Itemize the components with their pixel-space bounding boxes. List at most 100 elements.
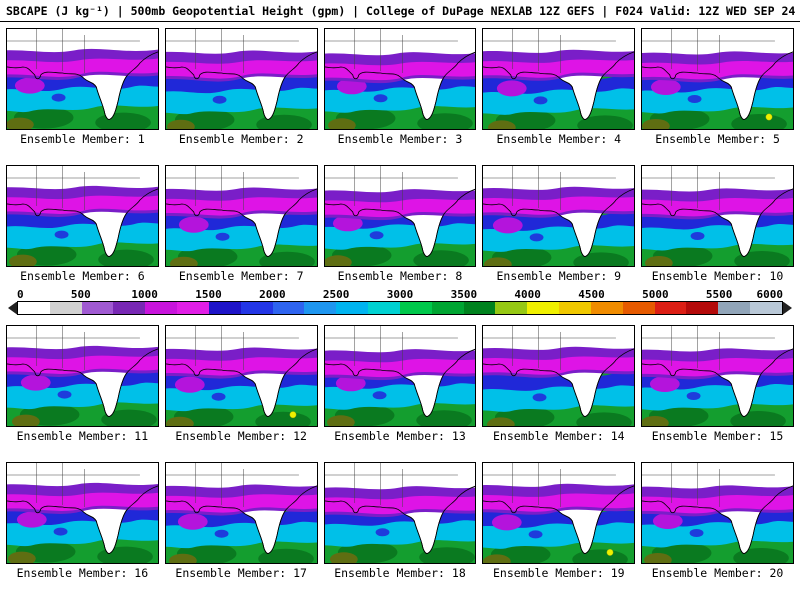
colorbar-segment	[559, 302, 591, 314]
colorbar-segment	[177, 302, 209, 314]
state-borders	[324, 166, 458, 210]
cape-field-coastal	[642, 485, 793, 517]
state-borders	[483, 463, 617, 507]
colorbar-segment	[304, 302, 337, 314]
colorbar-segment	[590, 302, 623, 314]
colorbar-tick: 3000	[386, 288, 414, 301]
map-caption: Ensemble Member: 13	[334, 429, 466, 443]
map-caption: Ensemble Member: 9	[496, 269, 622, 283]
ensemble-map	[482, 165, 636, 267]
colorbar-tick: 1500	[195, 288, 222, 301]
map-caption: Ensemble Member: 3	[337, 132, 463, 146]
ensemble-panel: Ensemble Member: 11	[6, 325, 159, 444]
cape-map-graphic	[324, 166, 476, 266]
cape-map-graphic	[165, 29, 317, 129]
colorbar-tick: 5000	[642, 288, 669, 301]
state-borders	[324, 326, 458, 370]
colorbar-tick: 4000	[514, 288, 541, 301]
ensemble-panel: Ensemble Member: 15	[641, 325, 794, 444]
cape-field-ocean	[483, 367, 635, 426]
cape-field-coastal	[642, 188, 793, 220]
cape-map-graphic	[483, 166, 635, 266]
map-caption: Ensemble Member: 15	[651, 429, 784, 443]
ensemble-map	[482, 28, 636, 130]
state-borders	[7, 326, 140, 370]
ensemble-map	[482, 462, 636, 564]
cape-field-coastal	[483, 186, 635, 218]
colorbar-segment	[718, 302, 751, 314]
map-caption: Ensemble Member: 12	[175, 429, 307, 443]
ensemble-map	[6, 165, 159, 267]
ensemble-panel: Ensemble Member: 16	[6, 462, 159, 581]
cape-map-graphic	[324, 326, 476, 426]
cape-map-graphic	[7, 326, 158, 426]
cape-map-graphic	[7, 29, 158, 129]
cape-field-coastal	[642, 51, 793, 83]
cape-field-coastal	[324, 189, 476, 221]
ensemble-map	[164, 462, 318, 564]
state-borders	[642, 166, 776, 210]
state-borders	[7, 166, 140, 210]
colorbar-bar	[17, 301, 783, 315]
panel-row-2: Ensemble Member: 6 Ensemble Member: 7 En…	[6, 165, 794, 284]
colorbar-segment	[399, 302, 432, 314]
ensemble-map	[641, 165, 794, 267]
colorbar-block: 0 500 1000 1500 2000 2500 3000 3500 4000 4500 5000…	[8, 288, 792, 315]
map-caption: Ensemble Member: 2	[178, 132, 304, 146]
state-borders	[483, 166, 617, 210]
cape-map-graphic	[642, 29, 793, 129]
colorbar-tick: 5500	[705, 288, 733, 301]
state-borders	[165, 463, 299, 507]
panel-row-1: Ensemble Member: 1 Ensemble Member: 2 En…	[6, 28, 794, 147]
colorbar-segment	[622, 302, 655, 314]
map-caption: Ensemble Member: 6	[20, 269, 145, 283]
cape-field-coastal	[165, 347, 317, 379]
colorbar-tick: 2000	[259, 288, 286, 301]
state-borders	[324, 29, 458, 73]
state-borders	[165, 29, 299, 73]
colorbar-segment	[368, 302, 400, 314]
colorbar-segment	[113, 302, 146, 314]
map-caption: Ensemble Member: 10	[651, 269, 784, 283]
ensemble-map	[641, 325, 794, 427]
colorbar-segment	[431, 302, 464, 314]
map-caption: Ensemble Member: 4	[496, 132, 622, 146]
state-borders	[642, 29, 776, 73]
state-borders	[483, 326, 617, 370]
ensemble-map	[323, 462, 477, 564]
header-bar: SBCAPE (J kg⁻¹) | 500mb Geopotential Hei…	[0, 0, 800, 22]
cape-map-graphic	[324, 463, 476, 563]
colorbar-segment	[18, 302, 50, 314]
state-borders	[7, 29, 140, 73]
cape-field-ocean	[483, 504, 635, 563]
ensemble-panel: Ensemble Member: 3	[323, 28, 477, 147]
page-title: SBCAPE (J kg⁻¹) | 500mb Geopotential Hei…	[6, 4, 800, 18]
colorbar-segment	[240, 302, 273, 314]
cape-map-graphic	[642, 326, 793, 426]
cape-field-coastal	[7, 345, 158, 377]
map-caption: Ensemble Member: 1	[20, 132, 145, 146]
ensemble-map	[482, 325, 636, 427]
ensemble-panel: Ensemble Member: 18	[323, 462, 477, 581]
ensemble-map	[641, 28, 794, 130]
colorbar-segment	[495, 302, 528, 314]
panel-row-4: Ensemble Member: 16 Ensemble Member: 17 …	[6, 462, 794, 581]
map-caption: Ensemble Member: 18	[334, 566, 466, 580]
colorbar-segment	[654, 302, 687, 314]
cape-field-ocean	[483, 207, 635, 266]
colorbar-row	[8, 301, 792, 315]
ensemble-panel: Ensemble Member: 20	[641, 462, 794, 581]
ensemble-map	[164, 165, 318, 267]
ensemble-map	[323, 165, 477, 267]
colorbar-tick: 3500	[450, 288, 478, 301]
colorbar-segment	[527, 302, 560, 314]
ensemble-map	[6, 462, 159, 564]
ensemble-grid: Ensemble Member: 1 Ensemble Member: 2 En…	[0, 22, 800, 581]
ensemble-panel: Ensemble Member: 19	[482, 462, 636, 581]
colorbar-segment	[750, 302, 782, 314]
ensemble-panel: Ensemble Member: 10	[641, 165, 794, 284]
cape-map-graphic	[483, 463, 635, 563]
colorbar-segment	[208, 302, 241, 314]
map-caption: Ensemble Member: 17	[175, 566, 307, 580]
map-caption: Ensemble Member: 19	[493, 566, 625, 580]
